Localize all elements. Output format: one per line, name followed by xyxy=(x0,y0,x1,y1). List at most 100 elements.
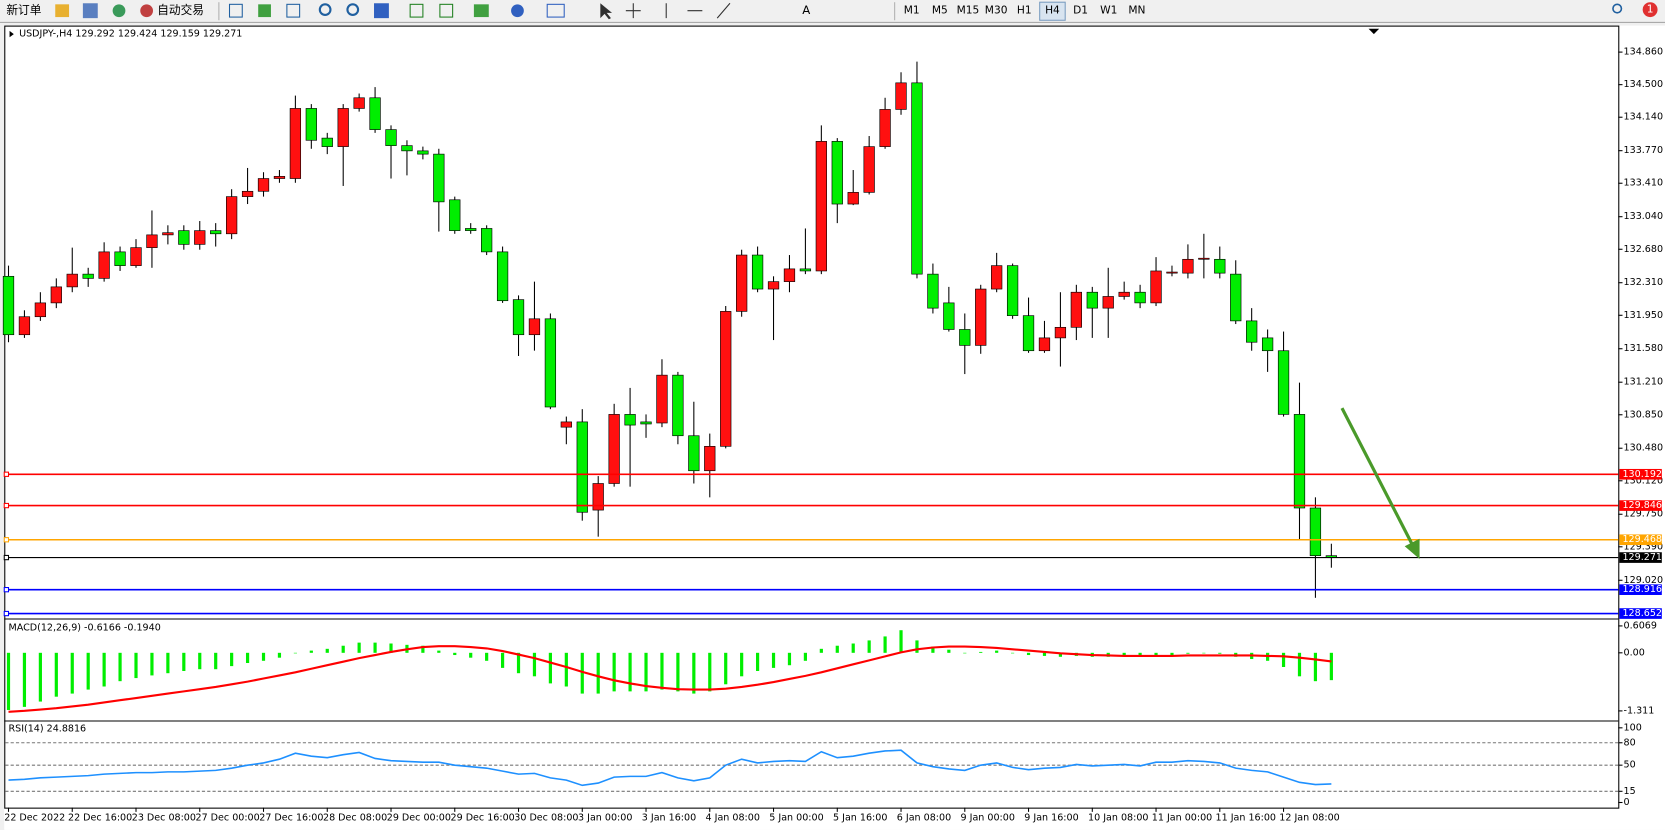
icon[interactable] xyxy=(55,4,70,18)
y-tick-label: 100 xyxy=(1624,722,1642,733)
templates[interactable] xyxy=(546,3,565,18)
auto-trading-button[interactable]: 自动交易 xyxy=(157,3,204,17)
text-tool[interactable]: A xyxy=(802,3,810,17)
icon[interactable] xyxy=(258,4,271,18)
histogram-bar xyxy=(963,652,967,654)
histogram-bar xyxy=(755,652,760,671)
icon[interactable] xyxy=(82,3,98,19)
price-label: 129.271 xyxy=(1622,552,1661,563)
histogram-bar xyxy=(389,643,393,653)
line-tools[interactable] xyxy=(665,2,731,19)
candle-body xyxy=(1134,291,1146,304)
candle-body xyxy=(704,446,716,472)
candle-body xyxy=(1166,271,1178,274)
search[interactable] xyxy=(1612,3,1623,14)
icon[interactable] xyxy=(286,3,301,18)
histogram-bar xyxy=(166,652,170,674)
candle-body xyxy=(1038,337,1051,352)
histogram-bar xyxy=(708,652,712,692)
candle-body xyxy=(82,273,94,279)
histogram-bar xyxy=(150,652,154,676)
histogram-bar xyxy=(612,652,616,692)
y-tick-label: -1.311 xyxy=(1624,705,1655,716)
candle-body xyxy=(528,318,541,336)
histogram-bar xyxy=(437,650,441,653)
candle-body xyxy=(194,230,206,245)
timeframe-button[interactable]: M5 xyxy=(932,4,948,17)
timeframe-button[interactable]: M30 xyxy=(985,4,1008,17)
timeframe-button[interactable]: MN xyxy=(1128,4,1145,17)
y-tick-label: 0 xyxy=(1624,797,1630,808)
candle-body xyxy=(257,178,270,192)
candle-body xyxy=(289,108,302,179)
histogram-bar xyxy=(803,652,807,661)
histogram-bar xyxy=(740,652,744,677)
candle-body xyxy=(1293,414,1306,509)
icon[interactable] xyxy=(228,3,243,18)
histogram-bar xyxy=(867,640,871,653)
icon[interactable] xyxy=(374,3,389,19)
histogram-bar xyxy=(357,642,361,653)
price-line-handle xyxy=(3,610,10,617)
candle-body xyxy=(449,199,461,231)
crosshair-tool[interactable] xyxy=(625,3,641,19)
y-tick-label: 133.770 xyxy=(1624,145,1663,156)
timeframe-button[interactable]: D1 xyxy=(1073,4,1088,17)
histogram-bar xyxy=(421,645,425,653)
y-tick-label: 133.040 xyxy=(1624,211,1663,222)
candle-body xyxy=(1086,291,1098,309)
icon[interactable] xyxy=(112,4,126,18)
x-tick-label: 9 Jan 16:00 xyxy=(1024,813,1078,824)
histogram-bar xyxy=(835,645,839,653)
indicators[interactable] xyxy=(473,4,489,18)
notification-badge[interactable] xyxy=(1642,2,1658,18)
x-tick-label: 29 Dec 16:00 xyxy=(451,813,515,824)
x-tick-label: 10 Jan 08:00 xyxy=(1088,813,1148,824)
histogram-bar xyxy=(596,652,600,694)
y-tick-label: 129.750 xyxy=(1624,509,1663,520)
icon[interactable] xyxy=(409,3,424,18)
x-tick-label: 27 Dec 00:00 xyxy=(196,813,260,824)
candle-body xyxy=(799,268,812,272)
histogram-bar xyxy=(86,652,90,690)
histogram-bar xyxy=(277,652,282,658)
periods[interactable] xyxy=(511,4,524,18)
timeframe-button[interactable]: M15 xyxy=(957,4,980,17)
histogram-bar xyxy=(979,651,983,653)
price-label: 129.468 xyxy=(1622,534,1661,545)
icon[interactable] xyxy=(140,4,154,18)
timeframe-button[interactable]: W1 xyxy=(1100,4,1117,17)
icon[interactable] xyxy=(439,3,454,18)
candle-body xyxy=(401,145,413,152)
zoom-out[interactable] xyxy=(346,3,360,17)
x-tick-label: 22 Dec 2022 xyxy=(4,813,65,824)
histogram-bar xyxy=(325,648,329,653)
toolbar-bg xyxy=(0,0,1665,23)
histogram-bar xyxy=(70,652,74,694)
y-tick-label: 132.680 xyxy=(1624,244,1663,255)
x-tick-label: 11 Jan 16:00 xyxy=(1216,813,1276,824)
histogram-bar xyxy=(341,645,345,653)
timeframe-button[interactable]: H4 xyxy=(1045,4,1060,17)
candle-body xyxy=(1118,291,1130,297)
histogram-bar xyxy=(724,652,728,685)
candle-body xyxy=(1261,337,1274,352)
price-line-handle xyxy=(3,554,10,561)
timeframe-button[interactable]: M1 xyxy=(904,4,920,17)
new-order-button[interactable]: 新订单 xyxy=(6,3,41,17)
candle-body xyxy=(146,234,158,248)
candle-body xyxy=(18,316,31,336)
candle-body xyxy=(672,374,684,437)
candle-body xyxy=(640,421,652,425)
histogram-bar xyxy=(54,652,58,697)
zoom-in[interactable] xyxy=(318,3,332,17)
candle-body xyxy=(353,97,365,109)
candle-body xyxy=(1246,320,1258,343)
x-tick-label: 30 Dec 08:00 xyxy=(514,813,578,824)
arrow-head xyxy=(1404,538,1420,559)
candle-body xyxy=(98,251,110,279)
candle-body xyxy=(656,374,668,424)
histogram-bar xyxy=(1122,652,1126,656)
timeframe-button[interactable]: H1 xyxy=(1017,4,1032,17)
candle-body xyxy=(927,273,939,309)
